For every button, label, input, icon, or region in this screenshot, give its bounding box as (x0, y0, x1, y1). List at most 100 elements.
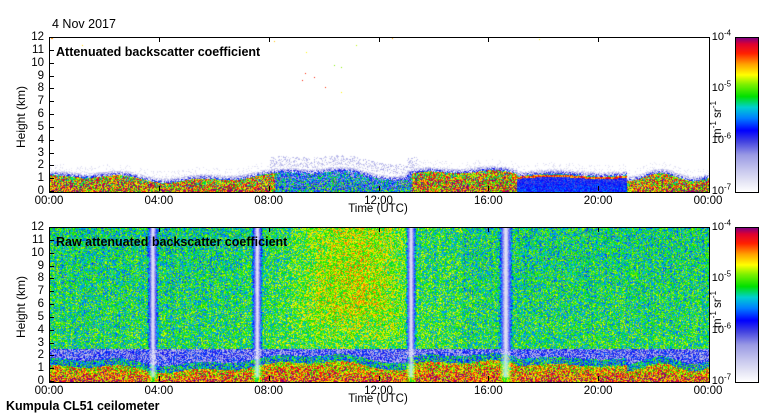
colorbar-tick-label: 10-5 (711, 269, 731, 285)
y-tick-label: 10 (31, 246, 44, 259)
y-tick-mark (49, 266, 54, 267)
x-tick-label: 04:00 (144, 385, 174, 397)
colorbar-panel-2 (735, 227, 759, 383)
colorbar-title-panel-1: m-1 sr-1 (709, 100, 724, 138)
x-tick-label: 12:00 (364, 385, 393, 397)
y-tick-mark (49, 368, 54, 369)
colorbar-tick-label: 10-5 (711, 79, 731, 95)
x-tick-mark (269, 186, 270, 191)
plot-area-raw-attenuated-backscatter[interactable] (49, 227, 710, 383)
x-tick-mark (269, 376, 270, 381)
plot-area-attenuated-backscatter[interactable] (49, 37, 710, 193)
y-tick-mark (49, 153, 54, 154)
y-tick-label: 5 (37, 120, 44, 133)
x-tick-label: 20:00 (583, 385, 613, 397)
x-tick-mark (159, 186, 160, 191)
y-tick-label: 10 (31, 56, 44, 69)
y-tick-mark (49, 355, 54, 356)
y-tick-label: 11 (32, 43, 44, 56)
y-tick-label: 7 (37, 95, 44, 108)
y-tick-label: 12 (31, 221, 44, 233)
y-tick-mark (49, 37, 54, 38)
y-tick-mark (49, 63, 54, 64)
x-tick-mark (269, 227, 270, 232)
y-tick-mark (49, 178, 54, 179)
y-axis-title-panel-2: Height (km) (14, 275, 28, 338)
x-tick-label: 00:00 (693, 195, 723, 207)
date-label: 4 Nov 2017 (52, 17, 116, 31)
y-tick-mark (49, 330, 54, 331)
x-tick-mark (379, 186, 380, 191)
x-tick-mark (269, 37, 270, 42)
y-tick-label: 4 (37, 133, 44, 146)
x-tick-mark (488, 376, 489, 381)
heatmap-canvas-attenuated-backscatter (50, 38, 709, 192)
colorbar-tick-label: 10-4 (711, 218, 731, 233)
x-tick-mark (159, 37, 160, 42)
x-tick-mark (379, 376, 380, 381)
y-tick-label: 6 (37, 298, 44, 310)
y-tick-mark (49, 240, 54, 241)
x-tick-mark (488, 227, 489, 232)
y-tick-label: 2 (37, 349, 44, 362)
y-tick-label: 12 (31, 31, 44, 43)
colorbar-tick-label: 10-6 (711, 131, 731, 146)
y-tick-mark (49, 253, 54, 254)
y-tick-mark (49, 165, 54, 166)
y-tick-label: 3 (37, 336, 44, 349)
x-tick-mark (488, 37, 489, 42)
x-tick-label: 08:00 (254, 195, 284, 207)
x-tick-label: 12:00 (364, 195, 393, 207)
y-tick-label: 2 (37, 159, 44, 172)
x-tick-mark (598, 227, 599, 232)
y-tick-label: 1 (37, 362, 44, 375)
x-tick-mark (488, 186, 489, 191)
y-tick-mark (49, 191, 54, 192)
colorbar-tick-label: 10-6 (711, 321, 731, 336)
x-tick-mark (598, 376, 599, 381)
colorbar-tick-label: 10-7 (711, 182, 731, 197)
colorbar-panel-1 (735, 37, 759, 193)
heatmap-canvas-raw-attenuated-backscatter (50, 228, 709, 382)
instrument-label: Kumpula CL51 ceilometer (6, 399, 160, 413)
y-tick-label: 0 (37, 185, 44, 197)
x-tick-mark (598, 186, 599, 191)
y-tick-label: 9 (37, 259, 44, 272)
y-axis-title-panel-1: Height (km) (14, 85, 28, 148)
y-tick-mark (49, 101, 54, 102)
y-tick-mark (49, 317, 54, 318)
colorbar-title-panel-2: m-1 sr-1 (709, 290, 724, 328)
y-tick-mark (49, 88, 54, 89)
y-tick-mark (49, 278, 54, 279)
y-tick-mark (49, 140, 54, 141)
x-tick-label: 00:00 (693, 385, 723, 397)
y-tick-label: 1 (37, 172, 44, 185)
y-tick-mark (49, 76, 54, 77)
colorbar-tick-label: 10-7 (711, 372, 731, 387)
y-tick-label: 0 (37, 375, 44, 387)
x-axis-title-panel-1: Time (UTC) (348, 203, 408, 215)
colorbar-gradient-panel-2 (736, 228, 758, 382)
x-tick-mark (379, 227, 380, 232)
x-tick-label: 20:00 (583, 195, 613, 207)
colorbar-tick-label: 10-4 (711, 28, 731, 43)
x-tick-label: 16:00 (473, 195, 503, 207)
colorbar-gradient-panel-1 (736, 38, 758, 192)
y-tick-label: 9 (37, 69, 44, 82)
x-tick-mark (159, 227, 160, 232)
y-tick-mark (49, 227, 54, 228)
x-axis-title-panel-2: Time (UTC) (348, 393, 408, 405)
y-tick-label: 8 (37, 272, 44, 285)
y-tick-label: 7 (37, 285, 44, 298)
y-tick-mark (49, 50, 54, 51)
x-tick-label: 00:00 (34, 385, 64, 397)
x-tick-label: 00:00 (34, 195, 64, 207)
y-tick-mark (49, 381, 54, 382)
y-tick-mark (49, 291, 54, 292)
y-tick-label: 8 (37, 82, 44, 95)
y-tick-label: 4 (37, 323, 44, 336)
x-tick-label: 16:00 (473, 385, 503, 397)
y-tick-label: 5 (37, 310, 44, 323)
y-tick-mark (49, 343, 54, 344)
